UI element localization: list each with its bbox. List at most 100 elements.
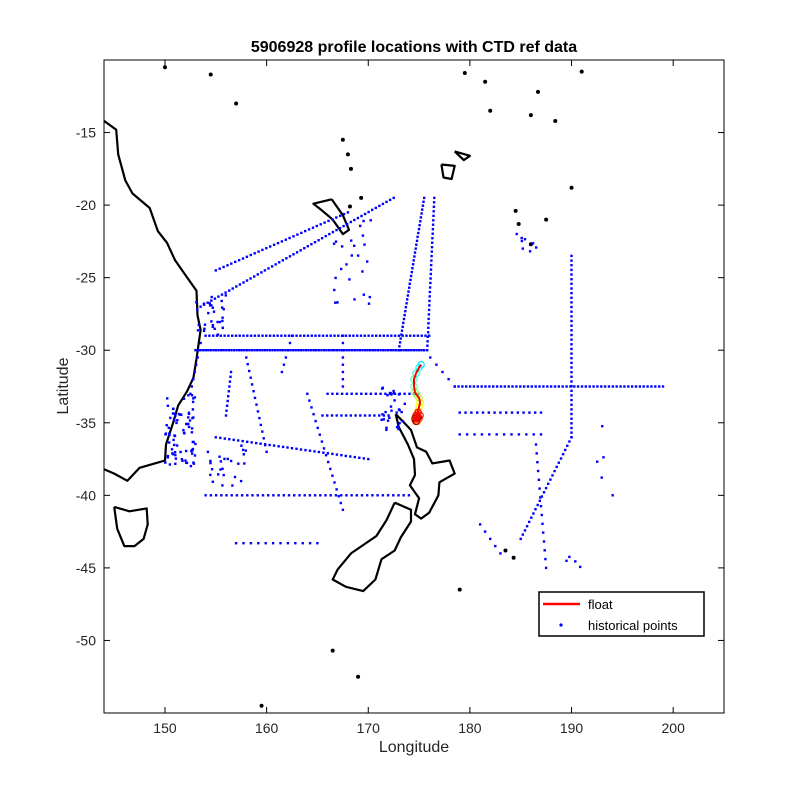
float-track — [410, 360, 425, 426]
historical-point — [392, 494, 395, 497]
historical-point — [303, 334, 306, 337]
historical-point — [385, 426, 388, 429]
historical-point — [308, 494, 312, 497]
historical-point — [415, 239, 419, 242]
historical-point — [197, 323, 200, 326]
historical-point — [480, 385, 483, 388]
historical-point — [503, 385, 506, 388]
historical-point — [279, 542, 282, 545]
historical-point — [325, 349, 328, 352]
historical-point — [222, 265, 225, 269]
historical-point — [239, 479, 243, 483]
historical-point — [390, 393, 393, 396]
historical-point — [261, 248, 264, 252]
historical-point — [191, 452, 194, 455]
historical-point — [570, 431, 573, 434]
historical-point — [253, 396, 257, 400]
historical-point — [385, 428, 388, 432]
historical-point — [338, 349, 341, 352]
historical-point — [210, 320, 213, 323]
historical-point — [245, 349, 249, 352]
historical-point — [381, 387, 384, 390]
historical-point — [592, 385, 595, 388]
y-tick-label: -45 — [76, 560, 96, 576]
historical-point — [400, 329, 404, 332]
historical-point — [241, 439, 244, 443]
historical-point — [173, 443, 176, 447]
historical-point — [166, 454, 170, 458]
historical-point — [249, 334, 253, 337]
historical-point — [379, 392, 382, 395]
historical-point — [272, 243, 276, 246]
historical-point — [229, 375, 232, 378]
historical-point — [240, 349, 243, 352]
historical-point — [269, 245, 272, 248]
historical-point — [358, 456, 361, 459]
historical-point — [427, 313, 431, 316]
historical-point — [483, 530, 487, 533]
historical-point — [257, 334, 260, 337]
historical-point — [426, 335, 429, 338]
historical-point — [337, 495, 340, 498]
historical-point — [630, 385, 634, 388]
historical-point — [165, 424, 168, 427]
historical-point — [231, 484, 234, 487]
historical-point — [532, 433, 535, 436]
historical-point — [352, 334, 355, 337]
historical-point — [344, 414, 348, 417]
historical-point — [339, 501, 342, 505]
historical-point — [603, 385, 607, 388]
historical-point — [246, 494, 249, 497]
historical-point — [338, 226, 342, 230]
historical-point — [199, 341, 202, 345]
historical-point — [528, 520, 531, 524]
historical-point — [264, 542, 267, 545]
historical-point — [570, 301, 573, 304]
historical-point — [511, 385, 514, 388]
historical-point — [195, 363, 198, 366]
historical-point — [330, 349, 333, 352]
historical-point — [404, 306, 408, 309]
historical-point — [171, 452, 174, 455]
historical-point — [219, 334, 222, 337]
historical-points — [164, 196, 665, 570]
historical-point — [601, 425, 604, 428]
historical-point — [384, 392, 387, 395]
historical-point — [570, 403, 573, 406]
historical-point — [523, 238, 527, 241]
historical-point — [323, 221, 326, 224]
historical-point — [574, 560, 577, 563]
historical-point — [353, 349, 356, 352]
historical-point — [646, 385, 649, 388]
float-profile-marker — [415, 363, 423, 372]
historical-point — [174, 453, 177, 457]
historical-point — [187, 412, 191, 416]
historical-point — [294, 349, 297, 352]
coastline-segment — [394, 413, 456, 520]
historical-point — [316, 542, 319, 545]
historical-point — [187, 425, 191, 429]
historical-point — [429, 281, 432, 285]
historical-point — [384, 410, 387, 414]
historical-point — [470, 411, 473, 414]
historical-point — [297, 349, 300, 352]
historical-point — [196, 308, 199, 311]
historical-point — [457, 385, 460, 388]
historical-point — [317, 450, 321, 454]
historical-point — [473, 433, 476, 436]
island — [483, 79, 488, 84]
historical-point — [289, 349, 292, 352]
historical-point — [222, 473, 225, 477]
historical-point — [344, 334, 348, 337]
historical-point — [191, 408, 195, 411]
historical-point — [549, 385, 553, 388]
historical-point — [333, 334, 336, 337]
historical-point — [428, 334, 431, 337]
historical-point — [220, 349, 223, 352]
historical-point — [206, 450, 210, 454]
historical-point — [525, 525, 529, 528]
legend-historical-label: historical points — [588, 618, 678, 633]
historical-point — [356, 216, 360, 220]
y-tick-label: -40 — [76, 487, 96, 503]
historical-point — [566, 444, 569, 447]
